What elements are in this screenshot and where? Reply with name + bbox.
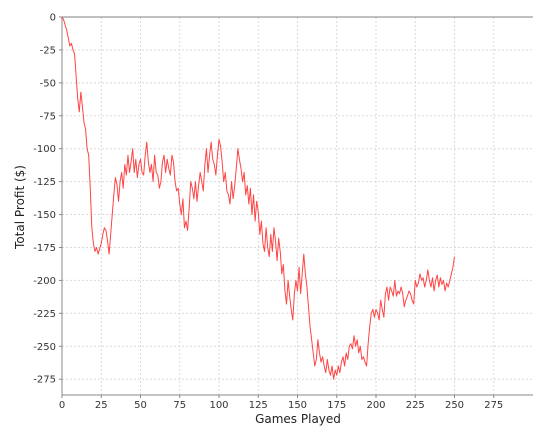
x-tick-label: 175 bbox=[327, 400, 346, 411]
y-tick-label: -150 bbox=[33, 210, 56, 221]
y-tick-label: -275 bbox=[33, 375, 56, 386]
x-tick-label: 50 bbox=[134, 400, 147, 411]
y-tick-label: -25 bbox=[40, 45, 56, 56]
x-tick-label: 100 bbox=[209, 400, 228, 411]
x-tick-label: 200 bbox=[366, 400, 385, 411]
x-tick-label: 225 bbox=[406, 400, 425, 411]
y-tick-label: -50 bbox=[40, 78, 56, 89]
x-tick-label: 0 bbox=[59, 400, 65, 411]
grid bbox=[61, 16, 533, 395]
x-tick-label: 250 bbox=[445, 400, 464, 411]
tick-labels: 0 25 50 75 100 125 150 175 200 225 250 275 0 -25 -50 -7… bbox=[33, 13, 503, 412]
y-tick-label: 0 bbox=[50, 13, 56, 24]
x-tick-label: 75 bbox=[173, 400, 186, 411]
y-tick-label: -175 bbox=[33, 243, 56, 254]
axes bbox=[59, 16, 533, 398]
profit-series-line bbox=[61, 16, 455, 380]
y-tick-label: -125 bbox=[33, 177, 56, 188]
x-tick-label: 150 bbox=[288, 400, 307, 411]
x-tick-label: 125 bbox=[249, 400, 268, 411]
y-tick-label: -250 bbox=[33, 342, 56, 353]
x-tick-label: 275 bbox=[484, 400, 503, 411]
series-layer bbox=[61, 16, 455, 380]
x-tick-label: 25 bbox=[95, 400, 108, 411]
y-tick-label: -225 bbox=[33, 309, 56, 320]
x-axis-label: Games Played bbox=[255, 412, 341, 426]
y-tick-label: -75 bbox=[40, 111, 56, 122]
y-tick-label: -200 bbox=[33, 276, 56, 287]
y-tick-label: -100 bbox=[33, 144, 56, 155]
y-axis-label: Total Profit ($) bbox=[13, 165, 27, 250]
